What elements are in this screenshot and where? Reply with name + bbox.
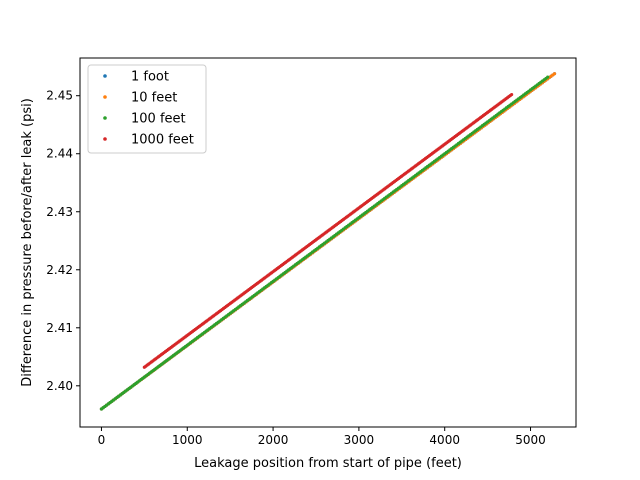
x-tick-label: 0 [98,433,106,447]
y-tick-label: 2.42 [46,263,73,277]
x-tick-label: 3000 [344,433,375,447]
legend-marker [103,137,107,141]
y-tick-label: 2.40 [46,379,73,393]
legend: 1 foot 10 feet 100 feet 1000 feet [87,64,207,154]
data-points [99,72,557,411]
y-tick-label: 2.43 [46,205,73,219]
y-tick-label: 2.45 [46,89,73,103]
y-tick-label: 2.41 [46,321,73,335]
legend-label: 1000 feet [131,133,194,148]
y-tick-label: 2.44 [46,147,73,161]
data-point [552,72,557,76]
x-tick-label: 2000 [258,433,289,447]
series-3-points [142,92,514,369]
x-tick-label: 1000 [172,433,203,447]
x-axis-ticks: 0 1000 2000 3000 4000 5000 [98,427,546,447]
x-tick-label: 4000 [429,433,460,447]
series-2-points [99,75,550,411]
legend-box [87,64,207,154]
legend-marker [103,116,107,120]
plot-frame [79,57,577,428]
legend-marker [103,95,107,99]
legend-label: 100 feet [131,112,186,127]
legend-label: 1 foot [131,70,169,85]
x-tick-label: 5000 [515,433,546,447]
y-axis-label: Difference in pressure before/after leak… [20,98,35,387]
legend-marker [103,74,107,78]
x-axis-label: Leakage position from start of pipe (fee… [194,456,462,471]
data-point [546,75,550,79]
legend-label: 10 feet [131,91,177,106]
data-point [510,92,514,97]
y-axis-ticks: 2.40 2.41 2.42 2.43 2.44 2.45 [46,89,80,393]
